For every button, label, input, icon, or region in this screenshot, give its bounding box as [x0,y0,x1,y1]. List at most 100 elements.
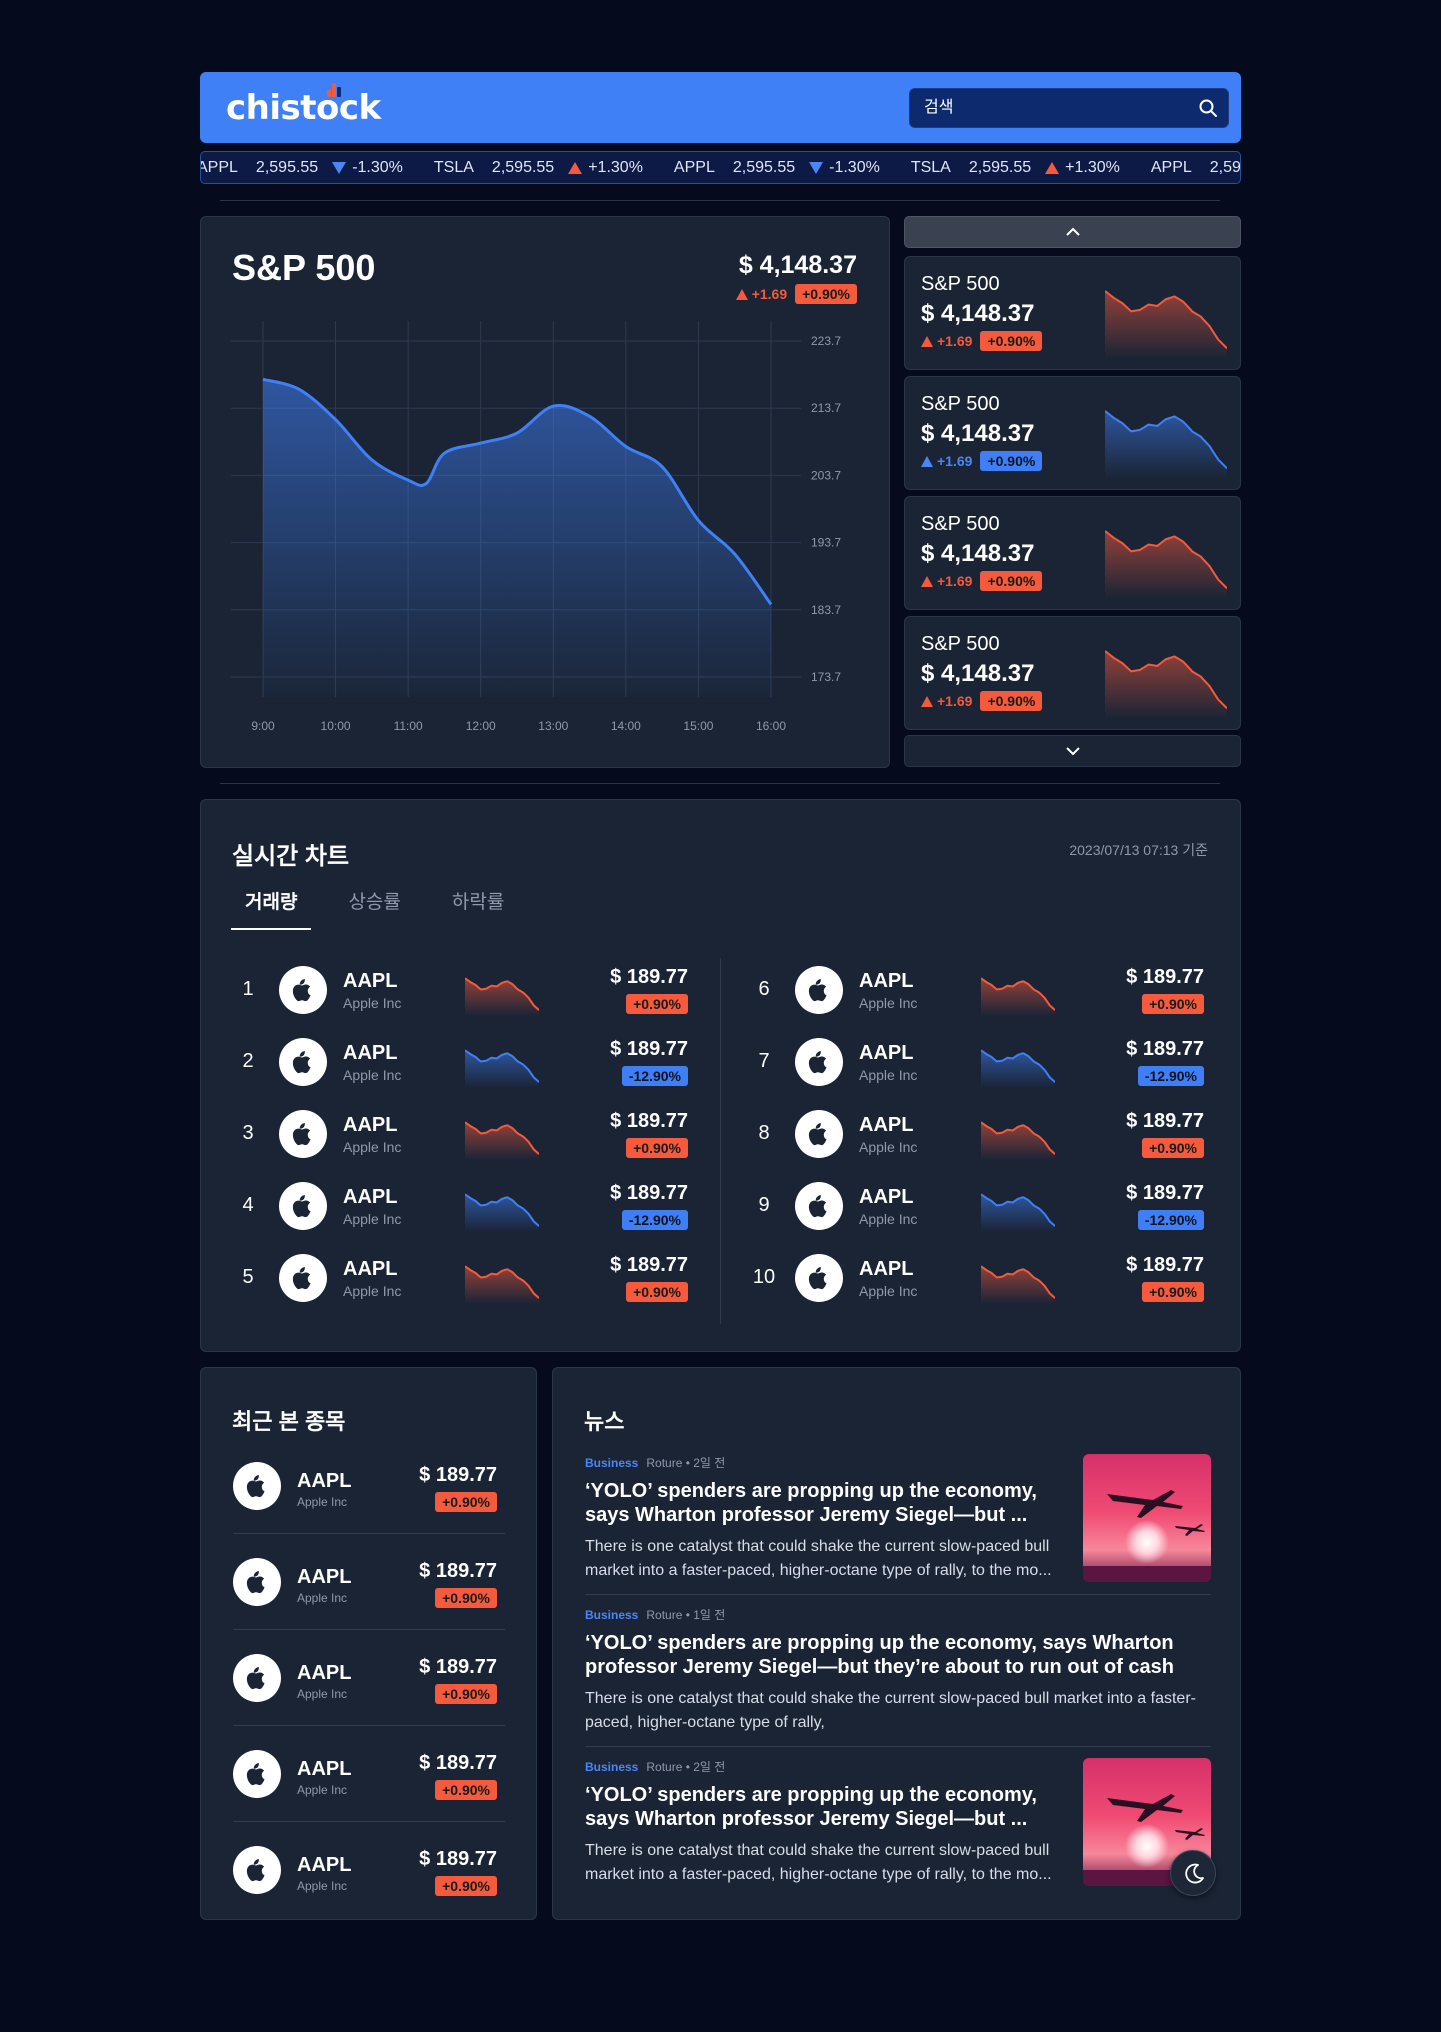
avatar [279,1038,327,1086]
table-row[interactable]: 9 AAPL Apple Inc $ 189.77 -12.90% [749,1176,1204,1236]
index-list-item[interactable]: S&P 500 $ 4,148.37 +1.69 +0.90% [904,376,1241,490]
stock-name: Apple Inc [859,1067,918,1083]
sparkline-line [465,977,539,1011]
sparkline-area [981,1194,1055,1232]
index-name: S&P 500 [921,273,1000,295]
news-item[interactable]: Business Roture • 2일 전 ‘YOLO’ spenders are… [585,1758,1211,1886]
table-row[interactable]: 7 AAPL Apple Inc $ 189.77 -12.90% [749,1032,1204,1092]
list-item[interactable]: AAPL Apple Inc $ 189.77 +0.90% [233,1726,505,1822]
index-list-item[interactable]: S&P 500 $ 4,148.37 +1.69 +0.90% [904,496,1241,610]
index-price: $ 4,148.37 [921,540,1035,567]
stock-symbol: AAPL [297,1566,352,1588]
news-headline[interactable]: ‘YOLO’ spenders are propping up the econ… [585,1632,1174,1678]
rank: 2 [242,1050,254,1072]
table-row[interactable]: 1 AAPL Apple Inc $ 189.77 +0.90% [233,960,688,1020]
ticker-item[interactable]: TSLA 2,595.55 +1.30% [434,159,643,177]
change-text: +1.69 [937,693,973,709]
scroll-up-button[interactable] [904,216,1241,248]
ticker-item[interactable]: TSLA 2,595.55 +1.30% [911,159,1120,177]
divider [233,1629,505,1630]
list-item[interactable]: AAPL Apple Inc $ 189.77 +0.90% [233,1438,505,1534]
row-sparkline [981,1049,1055,1088]
sparkline-line [1105,650,1227,710]
apple-logo-icon [246,1763,265,1786]
stock-price: $ 189.77 [1126,1182,1204,1204]
sparkline-area [981,1122,1055,1160]
news-summary: There is one catalyst that could shake t… [585,1842,1052,1883]
x-tick-label: 16:00 [756,719,786,733]
rank: 4 [242,1194,254,1216]
news-source: Roture • 1일 전 [646,1608,726,1622]
sparkline-area [465,1122,539,1160]
divider [233,1821,505,1822]
index-change: +1.69 +0.90% [921,691,1043,711]
table-row[interactable]: 4 AAPL Apple Inc $ 189.77 -12.90% [233,1176,688,1236]
avatar [795,1038,843,1086]
change-value: +1.69 [921,453,972,469]
news-meta: Business Roture • 2일 전 [585,1454,1063,1471]
index-price: $ 4,148.37 [921,420,1035,447]
index-change: +1.69 +0.90% [735,284,857,304]
percent-badge: +0.90% [1142,994,1204,1014]
table-row[interactable]: 8 AAPL Apple Inc $ 189.77 +0.90% [749,1104,1204,1164]
news-thumbnail [1083,1454,1211,1582]
apple-logo-icon [808,1267,827,1290]
percent-badge: -12.90% [621,1210,688,1230]
news-meta: Business Roture • 2일 전 [585,1758,1063,1775]
tab-volume[interactable]: 거래량 [231,884,312,930]
stock-price: $ 189.77 [1126,1110,1204,1132]
list-item[interactable]: AAPL Apple Inc $ 189.77 +0.90% [233,1534,505,1630]
news-category[interactable]: Business [585,1607,639,1622]
change-text: +1.69 [751,286,788,302]
search-input[interactable] [924,89,1194,127]
ticker-price: 2,595.55 [255,158,319,176]
tab-losers[interactable]: 하락률 [451,892,505,913]
news-item[interactable]: Business Roture • 2일 전 ‘YOLO’ spenders are… [585,1454,1211,1595]
stock-symbol: AAPL [297,1662,352,1684]
x-tick-label: 15:00 [683,719,713,733]
search-icon[interactable] [1198,98,1218,118]
y-tick-label: 223.7 [811,334,841,348]
scroll-down-button[interactable] [904,735,1241,767]
table-row[interactable]: 5 AAPL Apple Inc $ 189.77 +0.90% [233,1248,688,1308]
news-headline[interactable]: ‘YOLO’ spenders are propping up the econ… [585,1784,1037,1830]
down-arrow-icon [332,161,347,174]
news-summary: There is one catalyst that could shake t… [585,1538,1052,1579]
table-row[interactable]: 3 AAPL Apple Inc $ 189.77 +0.90% [233,1104,688,1164]
news-source: Roture • 2일 전 [646,1760,726,1774]
stock-name: Apple Inc [297,1687,348,1701]
list-item[interactable]: AAPL Apple Inc $ 189.77 +0.90% [233,1822,505,1918]
table-row[interactable]: 6 AAPL Apple Inc $ 189.77 +0.90% [749,960,1204,1020]
news-item[interactable]: Business Roture • 1일 전 ‘YOLO’ spenders are… [585,1606,1211,1747]
percent-badge: +0.90% [626,1138,688,1158]
percent-badge: +0.90% [435,1780,497,1800]
logo[interactable]: chistock [226,83,381,128]
theme-toggle-button[interactable] [1170,1850,1216,1896]
news-category[interactable]: Business [585,1455,639,1470]
table-row[interactable]: 2 AAPL Apple Inc $ 189.77 -12.90% [233,1032,688,1092]
up-arrow-icon [921,695,933,707]
stock-price: $ 189.77 [610,966,688,988]
mini-chart [1105,290,1227,359]
news-category[interactable]: Business [585,1759,639,1774]
apple-logo-icon [292,1267,311,1290]
news-headline[interactable]: ‘YOLO’ spenders are propping up the econ… [585,1480,1037,1526]
realtime-timestamp: 2023/07/13 07:13 기준 [1069,842,1208,858]
sparkline-area [1105,411,1227,479]
table-row[interactable]: 10 AAPL Apple Inc $ 189.77 +0.90% [749,1248,1204,1308]
percent-badge: +0.90% [626,994,688,1014]
news-summary: There is one catalyst that could shake t… [585,1690,1196,1731]
sparkline-area [465,1050,539,1088]
index-price: $ 4,148.37 [921,300,1035,327]
main-area-chart[interactable]: 223.7 213.7 203.7 193.7 183.7 173.7 9:00 10:00 1… [201,217,891,769]
index-list-item[interactable]: S&P 500 $ 4,148.37 +1.69 +0.90% [904,616,1241,730]
ticker-price: 2,595.55 [491,158,555,176]
list-item[interactable]: AAPL Apple Inc $ 189.77 +0.90% [233,1630,505,1726]
tab-gainers[interactable]: 상승률 [348,892,401,913]
index-list-item[interactable]: S&P 500 $ 4,148.37 +1.69 +0.90% [904,256,1241,370]
rank: 1 [242,978,254,1000]
stock-symbol: AAPL [859,1258,914,1280]
